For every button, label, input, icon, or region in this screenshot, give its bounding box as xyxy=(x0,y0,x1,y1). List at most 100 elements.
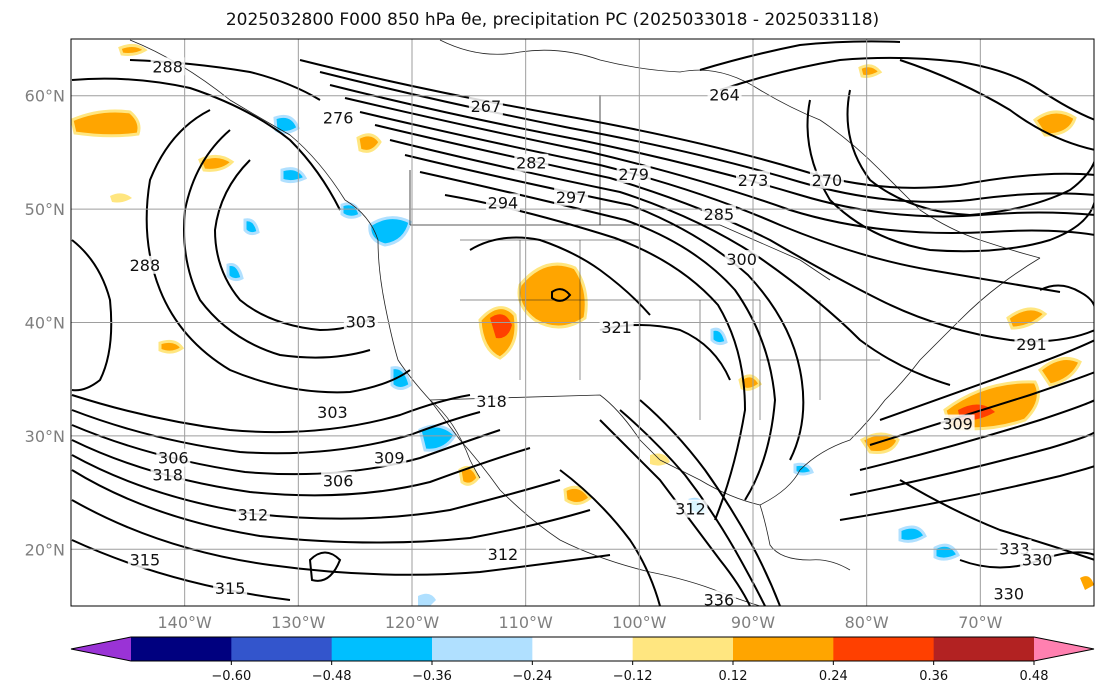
contour-label-bg xyxy=(701,590,736,606)
contour-label: 285 xyxy=(704,205,735,224)
contour-label-bg xyxy=(1020,550,1055,569)
lon-tick-label: 140°W xyxy=(157,613,212,632)
contour-line xyxy=(308,551,342,582)
precip-negative-area xyxy=(898,525,927,543)
colorbar-segment xyxy=(231,637,333,661)
contour-line xyxy=(71,77,341,211)
contour-label: 267 xyxy=(471,97,502,116)
yucatan-coastline xyxy=(759,504,851,571)
colorbar-outline xyxy=(70,636,1095,662)
colorbar-segment xyxy=(833,637,935,661)
colorbar-tick-label: 0.12 xyxy=(719,669,748,684)
contour-label-bg xyxy=(991,584,1026,603)
contour-label: 330 xyxy=(1022,551,1053,570)
contour-label: 321 xyxy=(601,318,632,337)
contour-label: 294 xyxy=(488,193,519,212)
contour-label: 276 xyxy=(323,108,354,127)
contour-line xyxy=(389,139,951,386)
colorbar-extend-high xyxy=(1034,637,1094,661)
contour-label-bg xyxy=(485,544,520,563)
contour-label: 273 xyxy=(738,171,769,190)
contour-label-bg xyxy=(736,170,770,189)
contour-label-bg xyxy=(150,465,185,484)
contour-label-bg xyxy=(1014,335,1049,354)
contour-label-bg xyxy=(673,499,708,518)
contour-line xyxy=(551,288,572,302)
contour-label: 297 xyxy=(556,188,587,207)
contour-line xyxy=(359,111,1061,293)
map-frame xyxy=(70,38,1095,607)
contour-label: 303 xyxy=(317,403,348,422)
contour-line xyxy=(183,129,371,359)
precip-negative-area xyxy=(368,216,412,247)
contour-line xyxy=(71,409,481,455)
contour-line xyxy=(806,99,1094,253)
precip-positive-area xyxy=(71,109,141,138)
contour-line xyxy=(419,171,777,501)
colorbar: −0.60 −0.48 −0.36 −0.24 −0.12 0.12 0.24 0.36 0.4… xyxy=(70,636,1095,684)
colorbar-segment xyxy=(432,637,533,661)
colorbar-segment xyxy=(131,637,232,661)
contour-label-bg xyxy=(616,165,651,184)
contour-label-bg xyxy=(809,170,844,189)
precip-positive-area xyxy=(1037,356,1082,387)
contour-label: 312 xyxy=(675,500,706,519)
precip-strong-area xyxy=(490,314,512,339)
map-gridlines xyxy=(71,39,1094,606)
precip-negative-area xyxy=(793,462,814,476)
precip-positive-area xyxy=(858,64,883,78)
precip-positive-area xyxy=(118,43,148,56)
colorbar-tick-label: −0.36 xyxy=(412,669,452,684)
contour-label: 306 xyxy=(323,471,354,490)
lon-tick-label: 100°W xyxy=(612,613,667,632)
contour-label-bg xyxy=(321,108,356,127)
precip-positive-area xyxy=(198,155,235,172)
lat-tick-label: 60°N xyxy=(25,87,65,106)
contour-label-bg xyxy=(127,550,162,569)
contour-line xyxy=(145,109,411,394)
us-mexico-border xyxy=(429,394,661,461)
contour-line xyxy=(849,431,1094,496)
lon-tick-label: 80°W xyxy=(845,613,889,632)
colorbar-tick-label: −0.48 xyxy=(312,669,352,684)
contour-label: 309 xyxy=(942,415,973,434)
lon-tick-label: 130°W xyxy=(271,613,326,632)
colorbar-tick-label: −0.24 xyxy=(512,669,552,684)
contour-label: 318 xyxy=(476,392,507,411)
contour-labels: 288 276 267 264 282 279 273 270 294 297 285 300 288 3… xyxy=(127,57,1055,606)
colorbar-tick-label: 0.36 xyxy=(919,669,948,684)
lat-tick-label: 40°N xyxy=(25,314,65,333)
contour-label-bg xyxy=(235,505,270,524)
contour-line xyxy=(879,339,1094,421)
contour-line xyxy=(559,469,661,606)
lon-tick-label: 90°W xyxy=(731,613,775,632)
contour-label-bg xyxy=(468,97,503,116)
contour-label-bg xyxy=(372,448,407,467)
contour-label: 279 xyxy=(618,165,649,184)
lat-tick-label: 20°N xyxy=(25,540,65,559)
colorbar-extend-low xyxy=(71,637,131,661)
contour-label-bg xyxy=(514,153,549,172)
contour-label-bg xyxy=(343,312,378,331)
contour-line xyxy=(469,236,651,316)
colorbar-tick-label: −0.60 xyxy=(211,669,251,684)
contour-line xyxy=(639,399,781,606)
precip-weak-negative-area xyxy=(418,593,436,606)
contour-label-bg xyxy=(707,85,742,104)
contour-line xyxy=(213,159,373,332)
colorbar-segment xyxy=(632,637,734,661)
precip-negative-area xyxy=(226,263,244,282)
contour-label-bg xyxy=(485,193,520,212)
contour-label: 300 xyxy=(726,250,757,269)
precip-negative-area xyxy=(710,327,728,346)
contour-label-bg xyxy=(474,391,509,410)
colorbar-segment xyxy=(733,637,834,661)
contour-line xyxy=(699,40,901,71)
precip-positive-area xyxy=(1080,576,1094,590)
contour-label-bg xyxy=(127,255,162,274)
contour-line xyxy=(71,499,611,576)
pacific-coastline xyxy=(129,39,761,606)
contour-label: 312 xyxy=(488,545,519,564)
contour-label-bg xyxy=(701,204,736,223)
colorbar-segment xyxy=(331,637,433,661)
